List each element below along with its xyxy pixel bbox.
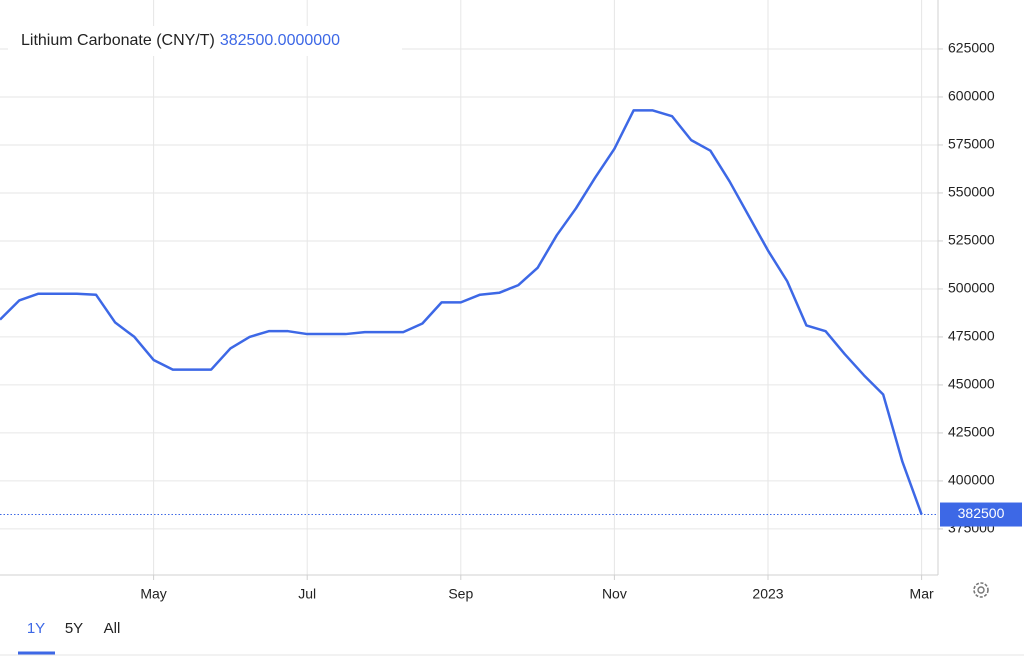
current-tag (940, 502, 1022, 527)
x-tick-label: Jul (298, 586, 316, 602)
price-line (0, 109, 923, 515)
current-tag-label: 382500 (958, 505, 1005, 521)
x-tick-label: Nov (602, 586, 627, 602)
y-tick-label: 550000 (948, 184, 995, 200)
range-tab[interactable]: 1Y (27, 620, 45, 637)
plot (0, 109, 923, 515)
current-value: 382500.0000000 (220, 32, 340, 49)
y-tick-label: 600000 (948, 88, 995, 104)
grid (0, 0, 938, 575)
y-tick-label: 575000 (948, 136, 995, 152)
y-tick-label: 400000 (948, 472, 995, 488)
y-tick-label: 450000 (948, 376, 995, 392)
y-tick-label: 500000 (948, 280, 995, 296)
x-tick-label: 2023 (752, 586, 783, 602)
header-bg (8, 26, 402, 56)
y-tick-label: 625000 (948, 40, 995, 56)
x-tick-label: Sep (448, 586, 473, 602)
chart-title: Lithium Carbonate (CNY/T) (21, 32, 215, 49)
x-tick-label: Mar (910, 586, 934, 602)
y-tick-label: 425000 (948, 424, 995, 440)
range-tab[interactable]: All (104, 620, 121, 637)
y-tick-label: 475000 (948, 328, 995, 344)
y-tick-label: 525000 (948, 232, 995, 248)
x-tick-label: May (140, 586, 166, 602)
range-tab[interactable]: 5Y (65, 620, 83, 637)
settings-icon[interactable] (973, 582, 989, 598)
